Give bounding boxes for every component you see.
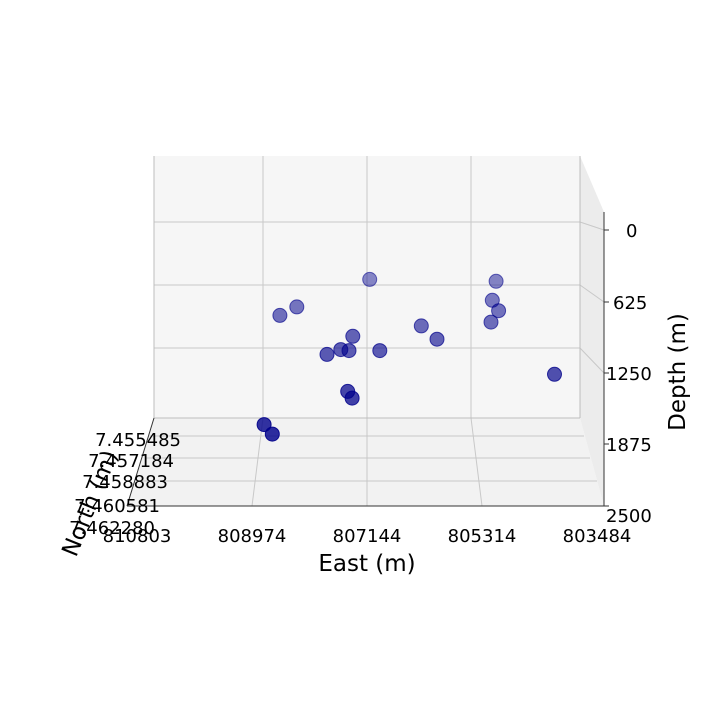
x-tick-label: 807144 [333,526,402,547]
x-tick-label: 805314 [448,526,517,547]
data-point [272,307,288,323]
data-point [429,331,445,347]
data-point [344,390,360,406]
data-point [362,271,378,287]
z-tick-label: 1250 [606,364,652,385]
data-point [483,314,499,330]
grid-horizontal [154,221,580,349]
data-point [319,346,335,362]
data-point [289,299,305,315]
floor-pane [127,418,604,506]
side-pane [580,156,604,506]
data-point [341,343,357,359]
y-tick-labels: 7.455485 7.457184 7.458883 7.460581 7.46… [69,430,181,539]
x-axis-label: East (m) [318,551,415,577]
z-tick-label: 625 [613,293,647,314]
z-tick-label: 1875 [606,435,652,456]
grid-floor [138,417,597,507]
y-tick-label: 7.458883 [82,472,168,493]
y-tick-label: 7.457184 [88,451,174,472]
grid-vertical [262,156,472,418]
data-point [372,343,388,359]
axis-lines [126,212,605,507]
grid-side [579,221,605,374]
data-point [488,273,504,289]
z-tick-marks [604,229,609,507]
data-point [547,366,562,382]
z-tick-label: 2500 [606,506,652,527]
y-tick-label: 7.462280 [69,518,155,539]
z-tick-label: 0 [626,221,637,242]
data-point [345,328,361,344]
data-point [256,417,272,433]
y-tick-label: 7.455485 [95,430,181,451]
x-tick-label: 808974 [218,526,287,547]
data-point [264,426,280,442]
y-tick-label: 7.460581 [74,496,160,517]
z-axis-label: Depth (m) [665,313,691,431]
x-tick-labels: 810803 808974 807144 805314 803484 [103,526,632,547]
data-point [491,303,507,319]
data-points [256,271,562,442]
pane-edges [153,156,581,419]
z-tick-labels: 0 625 1250 1875 2500 [606,221,652,527]
x-tick-label: 810803 [103,526,172,547]
x-tick-label: 803484 [563,526,632,547]
data-point [413,318,429,334]
